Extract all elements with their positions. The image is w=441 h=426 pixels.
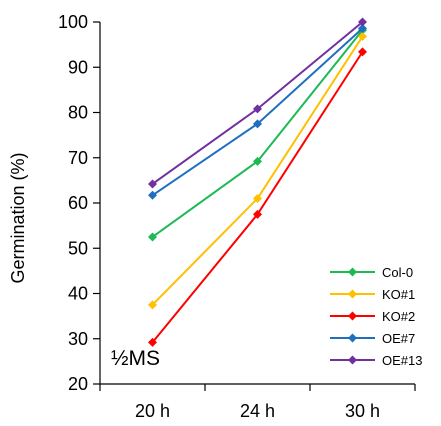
- legend-label: Col-0: [382, 265, 413, 280]
- legend-swatch-marker: [348, 355, 357, 365]
- legend-swatch-marker: [348, 311, 357, 321]
- data-point: [148, 232, 157, 242]
- legend-label: KO#1: [382, 287, 415, 302]
- legend-swatch-marker: [348, 333, 357, 343]
- y-tick-label: 30: [68, 329, 88, 349]
- data-point: [253, 156, 262, 166]
- x-ticks: 20 h 24 h 30 h: [99, 384, 416, 421]
- data-point: [253, 209, 262, 219]
- media-annotation: ½MS: [111, 347, 160, 370]
- data-point: [358, 31, 367, 41]
- legend-label: OE#7: [382, 331, 415, 346]
- data-point: [148, 179, 157, 189]
- data-point: [358, 17, 367, 27]
- x-tick-label: 20 h: [135, 401, 170, 421]
- data-point: [253, 104, 262, 114]
- legend: Col-0 KO#1 KO#2 OE#7 OE#13: [330, 265, 422, 368]
- legend-swatch-marker: [348, 267, 357, 277]
- series-line-ko-1: [151, 35, 364, 306]
- y-tick-label: 70: [68, 148, 88, 168]
- legend-swatch-marker: [348, 289, 357, 299]
- legend-label: OE#13: [382, 353, 422, 368]
- data-point: [253, 119, 262, 129]
- data-point: [358, 47, 367, 57]
- y-tick-label: 50: [68, 238, 88, 258]
- y-tick-label: 100: [58, 12, 88, 32]
- series-group: [148, 17, 367, 347]
- data-point: [253, 193, 262, 203]
- y-tick-label: 60: [68, 193, 88, 213]
- series-line-col-0: [151, 29, 364, 238]
- y-tick-label: 90: [68, 57, 88, 77]
- y-ticks: 20 30 40 50 60 70 80 90 100: [58, 12, 100, 394]
- data-point: [148, 337, 157, 347]
- x-tick-label: 24 h: [240, 401, 275, 421]
- data-point: [148, 300, 157, 310]
- x-tick-label: 30 h: [345, 401, 380, 421]
- y-tick-label: 40: [68, 284, 88, 304]
- legend-label: KO#2: [382, 309, 415, 324]
- y-tick-label: 20: [68, 374, 88, 394]
- y-axis-title: Germination (%): [8, 152, 28, 283]
- y-tick-label: 80: [68, 103, 88, 123]
- data-point: [358, 23, 367, 33]
- data-point: [148, 190, 157, 200]
